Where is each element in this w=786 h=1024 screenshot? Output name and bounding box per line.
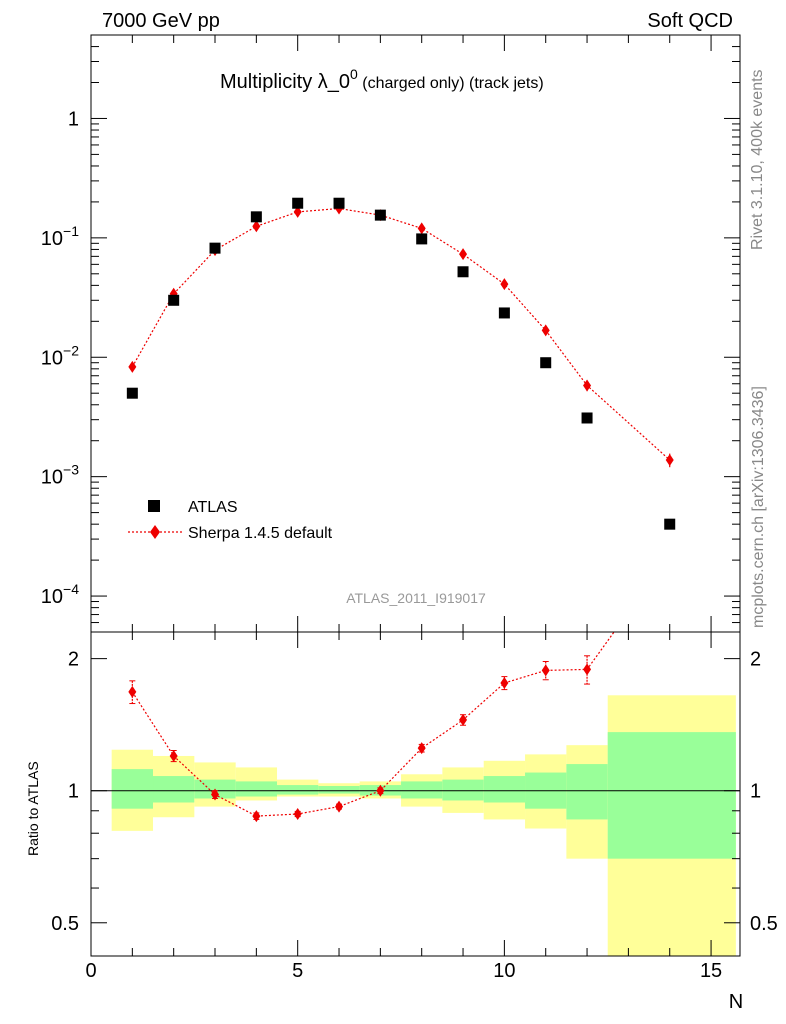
sherpa-point <box>583 379 592 392</box>
plot-title: Multiplicity λ_00 (charged only) (track … <box>220 66 544 93</box>
top-y-tick-exponent: −1 <box>63 223 79 239</box>
ratio-sherpa-point <box>376 784 385 797</box>
legend: ATLAS Sherpa 1.4.5 default <box>128 499 333 542</box>
atlas-point <box>126 387 138 399</box>
ratio-panel-frame <box>90 631 741 957</box>
legend-sherpa-label: Sherpa 1.4.5 default <box>188 525 333 542</box>
top-y-tick-label: 1 <box>68 108 79 130</box>
ratio-panel: 0.5 0.5 1 1 2 2 0 5 10 15 Ratio to ATLAS N <box>25 631 778 1013</box>
sherpa-point <box>500 278 509 291</box>
top-y-tick-base: 10 <box>41 467 63 489</box>
x-tick-label: 5 <box>292 960 303 982</box>
x-tick-label: 15 <box>700 960 722 982</box>
sherpa-point <box>252 220 261 233</box>
header-left: 7000 GeV pp <box>102 10 220 32</box>
sherpa-point <box>293 205 302 218</box>
ratio-band-inner <box>111 769 154 809</box>
ratio-band-inner <box>566 764 608 820</box>
ratio-y-tick-label-right: 1 <box>750 781 761 803</box>
top-y-tick-label: 10−3 <box>41 462 79 489</box>
atlas-point <box>581 412 593 424</box>
sherpa-point <box>417 222 426 235</box>
top-y-tick-exponent: −3 <box>63 462 79 478</box>
ratio-band-inner <box>442 779 484 801</box>
mcplots-label: mcplots.cern.ch [arXiv:1306.3436] <box>750 386 767 628</box>
top-panel-frame <box>90 34 741 633</box>
atlas-point <box>374 209 386 221</box>
atlas-point <box>540 357 552 369</box>
top-series-group <box>126 197 676 530</box>
ratio-sherpa-point <box>128 685 137 698</box>
atlas-point <box>457 266 469 278</box>
ratio-band-inner <box>235 781 278 797</box>
ratio-band-inner <box>607 732 736 859</box>
top-y-tick-exponent: −4 <box>63 581 79 597</box>
plot-title-main: Multiplicity λ_0 <box>220 71 350 93</box>
ratio-sherpa-point <box>335 800 344 813</box>
ratio-y-tick-label-right: 0.5 <box>750 913 778 935</box>
ratio-sherpa-point <box>583 663 592 676</box>
ratio-band-inner <box>153 776 195 803</box>
top-panel: 110−110−210−310−4 <box>41 34 741 633</box>
legend-atlas-marker <box>148 500 160 512</box>
top-y-ticks: 110−110−210−310−4 <box>41 34 740 633</box>
ratio-band-inner <box>318 785 360 794</box>
top-y-tick-base: 10 <box>41 586 63 608</box>
ratio-sherpa-point <box>459 713 468 726</box>
ratio-band-inner <box>483 776 526 803</box>
ratio-band-inner <box>277 785 319 795</box>
ratio-bands <box>111 695 736 956</box>
top-y-tick-label: 10−2 <box>41 342 79 369</box>
ratio-series-group <box>128 632 615 823</box>
ratio-sherpa-point <box>293 807 302 820</box>
plot-title-sup: 0 <box>350 66 358 82</box>
x-tick-label: 10 <box>493 960 515 982</box>
ratio-y-tick-label-left: 1 <box>68 781 79 803</box>
atlas-point <box>168 294 180 306</box>
plot-title-suffix: (charged only) (track jets) <box>358 75 544 92</box>
x-tick-label: 0 <box>85 960 96 982</box>
ratio-series-clipped <box>128 632 615 823</box>
ratio-sherpa-point <box>500 676 509 689</box>
top-y-tick-label: 10−1 <box>41 223 79 250</box>
legend-atlas-label: ATLAS <box>188 499 238 516</box>
ratio-y-label: Ratio to ATLAS <box>25 761 41 856</box>
atlas-point <box>292 197 304 209</box>
top-y-tick-base: 10 <box>41 228 63 250</box>
header-right: Soft QCD <box>647 10 733 32</box>
ratio-band-inner <box>401 781 443 799</box>
ratio-y-tick-label-right: 2 <box>750 649 761 671</box>
atlas-point <box>209 242 221 254</box>
atlas-point <box>416 233 428 245</box>
sherpa-point <box>128 360 137 373</box>
ratio-y-tick-label-left: 0.5 <box>51 913 79 935</box>
sherpa-point <box>541 324 550 337</box>
sherpa-point <box>665 453 674 466</box>
ratio-y-ticks: 0.5 0.5 1 1 2 2 <box>51 649 778 935</box>
analysis-tag: ATLAS_2011_I919017 <box>346 590 486 606</box>
atlas-point <box>250 211 262 223</box>
top-y-tick-base: 10 <box>41 347 63 369</box>
legend-sherpa-marker <box>150 525 160 539</box>
ratio-y-tick-label-left: 2 <box>68 649 79 671</box>
atlas-point <box>498 307 510 319</box>
ratio-sherpa-point <box>252 810 261 823</box>
ratio-sherpa-point <box>169 749 178 762</box>
rivet-label: Rivet 3.1.10, 400k events <box>749 69 766 250</box>
atlas-point <box>664 518 676 530</box>
x-axis-label: N <box>729 991 743 1013</box>
top-y-tick-exponent: −2 <box>63 342 79 358</box>
ratio-sherpa-point <box>541 664 550 677</box>
sherpa-point <box>459 248 468 261</box>
atlas-point <box>333 197 345 209</box>
ratio-sherpa-point <box>211 788 220 801</box>
ratio-x-ticks: 0 5 10 15 <box>85 632 722 982</box>
top-y-tick-label: 10−4 <box>41 581 79 608</box>
top-x-ticks <box>90 35 712 632</box>
ratio-sherpa-point <box>417 742 426 755</box>
